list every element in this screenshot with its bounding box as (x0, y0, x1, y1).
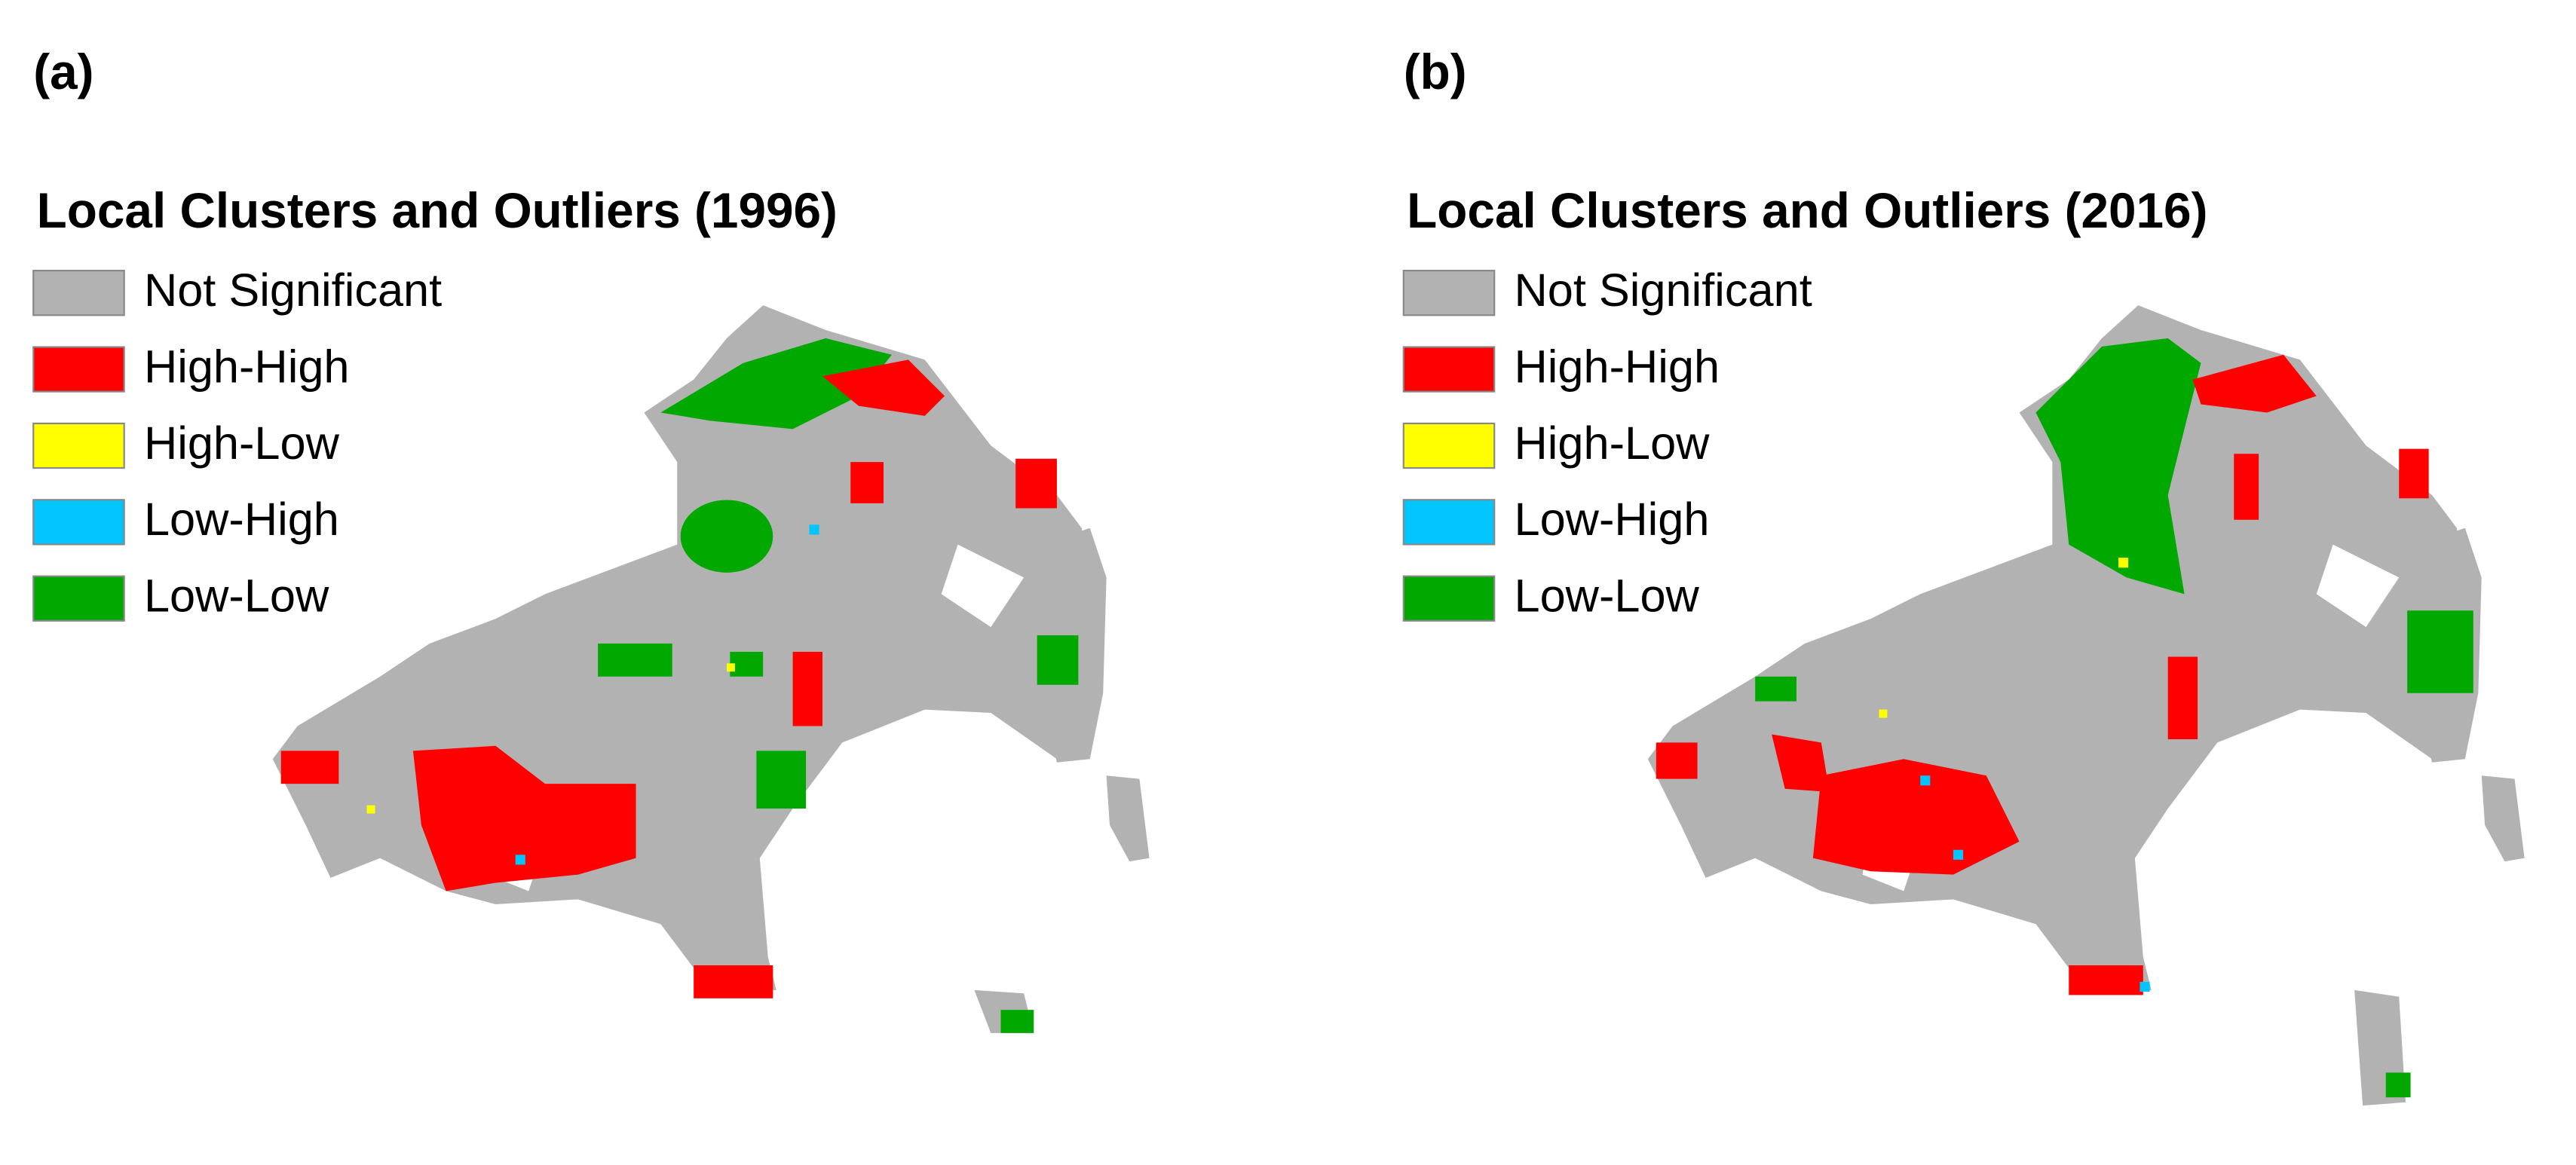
legend-swatch (1402, 499, 1496, 546)
legend-label: Low-Low (1515, 570, 1700, 622)
map-b (1647, 305, 2525, 1106)
legend-label: Low-High (1515, 493, 1710, 545)
legend-swatch (1402, 346, 1496, 393)
legend-label: Low-Low (144, 570, 329, 622)
legend-label: High-Low (144, 417, 340, 469)
legend-label: High-High (1515, 340, 1720, 392)
legend-label: High-Low (1515, 417, 1711, 469)
legend-label: High-High (144, 340, 350, 392)
legend-label: Not Significant (1515, 264, 1812, 316)
legend-swatch (32, 346, 125, 393)
legend-swatch (32, 270, 125, 316)
panel-label: (a) (33, 44, 93, 99)
legend-swatch (1402, 575, 1496, 622)
map-a (272, 305, 1150, 1033)
legend-swatch (32, 499, 125, 546)
legend-swatch (1402, 422, 1496, 469)
legend-swatch (32, 422, 125, 469)
panel-label: (b) (1404, 44, 1467, 99)
legend-label: Low-High (144, 493, 339, 545)
map-title: Local Clusters and Outliers (1996) (37, 183, 838, 238)
legend-swatch (32, 575, 125, 622)
legend-label: Not Significant (144, 264, 442, 316)
legend-swatch (1402, 270, 1496, 316)
map-title: Local Clusters and Outliers (2016) (1407, 183, 2207, 238)
